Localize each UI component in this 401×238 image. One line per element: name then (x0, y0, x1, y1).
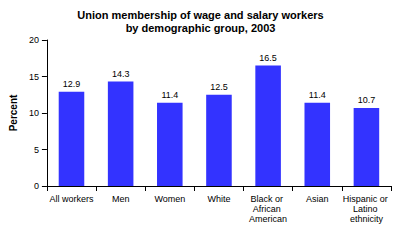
svg-text:5: 5 (34, 145, 39, 155)
svg-text:African: African (253, 204, 284, 214)
svg-text:All workers: All workers (49, 194, 94, 204)
svg-text:12.9: 12.9 (63, 79, 81, 89)
svg-text:Hispanic or: Hispanic or (343, 194, 391, 204)
svg-text:16.5: 16.5 (259, 53, 277, 63)
svg-text:12.5: 12.5 (210, 82, 228, 92)
svg-text:11.4: 11.4 (161, 90, 178, 100)
svg-text:ethnicity: ethnicity (350, 214, 384, 224)
svg-text:by demographic group, 2003: by demographic group, 2003 (126, 22, 276, 34)
svg-text:15: 15 (29, 72, 39, 82)
svg-text:Asian: Asian (306, 194, 329, 204)
svg-text:11.4: 11.4 (309, 90, 326, 100)
svg-text:White: White (207, 194, 230, 204)
svg-text:Black or: Black or (251, 194, 286, 204)
svg-text:Union membership of wage and s: Union membership of wage and salary work… (77, 9, 323, 21)
svg-text:10.7: 10.7 (358, 95, 376, 105)
svg-text:20: 20 (29, 35, 39, 45)
svg-text:Latino: Latino (353, 204, 380, 214)
svg-text:Percent: Percent (8, 94, 19, 131)
svg-text:Women: Women (154, 194, 185, 204)
svg-text:10: 10 (29, 108, 39, 118)
svg-text:14.3: 14.3 (112, 69, 130, 79)
svg-text:Men: Men (112, 194, 130, 204)
svg-text:American: American (249, 214, 287, 224)
svg-text:0: 0 (34, 181, 39, 191)
